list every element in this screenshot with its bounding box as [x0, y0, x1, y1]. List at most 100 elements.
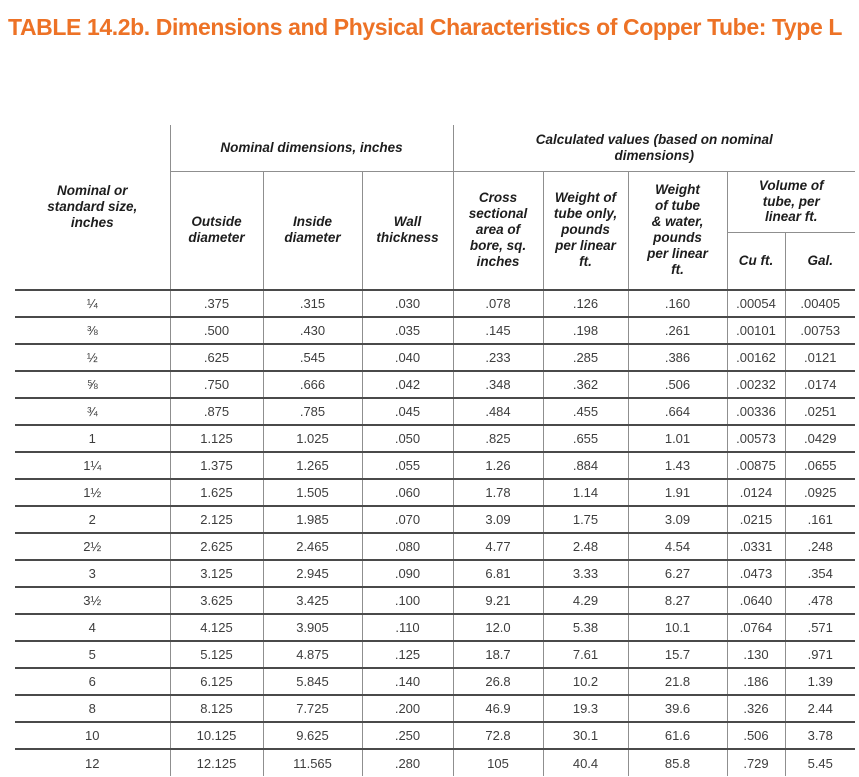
table-row: 4 4.125 3.905.110 12.0 5.38 10.1.0764.571 [15, 614, 856, 641]
value-cell: .666 [262, 371, 362, 398]
header-weight-tube-water: Weight of tube & water, pounds per linea… [627, 171, 727, 290]
nominal-size-cell: ⅝ [86, 377, 98, 392]
value-cell: 1.01 [627, 425, 727, 452]
value-cell: .161 [784, 506, 856, 533]
value-cell: 85.8 [627, 749, 727, 776]
value-cell: .090 [361, 560, 453, 587]
value-cell: 12.125 [169, 749, 263, 776]
nominal-size-cell: 6 [88, 674, 96, 689]
value-cell: .729 [726, 749, 785, 776]
value-cell: 18.7 [452, 641, 543, 668]
nominal-size-cell: 1 [88, 431, 96, 446]
value-cell: 15.7 [627, 641, 727, 668]
header-volume-of-tube: Volume of tube, per linear ft. [726, 171, 856, 233]
value-cell: 3.425 [262, 587, 362, 614]
table-row: ⅝ .750.666.042.348.362.506.00232.0174 [15, 371, 856, 398]
table-row: 12 12.125 11.565.280 105 40.4 85.8.729 5.45 [15, 749, 856, 776]
header-gal: Gal. [784, 232, 856, 290]
value-cell: 105 [452, 749, 543, 776]
table-header: Nominal or standard size, inches Nominal… [15, 125, 856, 290]
value-cell: .280 [361, 749, 453, 776]
value-cell: 21.8 [627, 668, 727, 695]
table-row: 3 3.125 2.945.090 6.81 3.33 6.27.0473.354 [15, 560, 856, 587]
value-cell: .0215 [726, 506, 785, 533]
value-cell: .506 [726, 722, 785, 749]
value-cell: .055 [361, 452, 453, 479]
value-cell: 1.375 [169, 452, 263, 479]
table-row: 3½ 3.625 3.425.100 9.21 4.29 8.27.0640.478 [15, 587, 856, 614]
header-nominal-size: Nominal or standard size, inches [47, 183, 138, 230]
header-group-calculated-values: Calculated values (based on nominal dime… [452, 125, 856, 172]
value-cell: .0121 [784, 344, 856, 371]
value-cell: 30.1 [542, 722, 628, 749]
value-cell: .362 [542, 371, 628, 398]
value-cell: 1.26 [452, 452, 543, 479]
value-cell: 6.81 [452, 560, 543, 587]
value-cell: 72.8 [452, 722, 543, 749]
value-cell: 3.33 [542, 560, 628, 587]
value-cell: .0124 [726, 479, 785, 506]
value-cell: .664 [627, 398, 727, 425]
table-row: 1 1.125 1.025.050.825.655 1.01.00573.0429 [15, 425, 856, 452]
value-cell: .130 [726, 641, 785, 668]
value-cell: 1.39 [784, 668, 856, 695]
value-cell: .070 [361, 506, 453, 533]
value-cell: .455 [542, 398, 628, 425]
value-cell: 2.44 [784, 695, 856, 722]
nominal-size-cell: ⅜ [86, 323, 98, 338]
nominal-size-cell: 4 [88, 620, 96, 635]
value-cell: .00162 [726, 344, 785, 371]
value-cell: 10.125 [169, 722, 263, 749]
value-cell: 1.025 [262, 425, 362, 452]
value-cell: 1.625 [169, 479, 263, 506]
value-cell: 10.1 [627, 614, 727, 641]
value-cell: 10.2 [542, 668, 628, 695]
value-cell: 4.125 [169, 614, 263, 641]
value-cell: .506 [627, 371, 727, 398]
value-cell: .042 [361, 371, 453, 398]
nominal-size-cell: ¾ [86, 404, 98, 419]
value-cell: .545 [262, 344, 362, 371]
table-row: ⅜ .500.430.035.145.198.261.00101.00753 [15, 317, 856, 344]
nominal-size-cell: 2½ [83, 539, 102, 554]
value-cell: .484 [452, 398, 543, 425]
value-cell: .0764 [726, 614, 785, 641]
table-row: 2½ 2.625 2.465.080 4.77 2.48 4.54.0331.248 [15, 533, 856, 560]
header-outside-diameter: Outside diameter [169, 171, 263, 290]
value-cell: 19.3 [542, 695, 628, 722]
value-cell: .080 [361, 533, 453, 560]
value-cell: 7.725 [262, 695, 362, 722]
nominal-size-cell: 5 [88, 647, 96, 662]
value-cell: .326 [726, 695, 785, 722]
value-cell: .030 [361, 290, 453, 317]
value-cell: 2.625 [169, 533, 263, 560]
value-cell: 8.125 [169, 695, 263, 722]
value-cell: .0655 [784, 452, 856, 479]
value-cell: 1.985 [262, 506, 362, 533]
value-cell: 3.125 [169, 560, 263, 587]
value-cell: 2.48 [542, 533, 628, 560]
value-cell: 9.21 [452, 587, 543, 614]
value-cell: .0174 [784, 371, 856, 398]
value-cell: .035 [361, 317, 453, 344]
value-cell: 5.845 [262, 668, 362, 695]
value-cell: 1.505 [262, 479, 362, 506]
value-cell: .145 [452, 317, 543, 344]
value-cell: .750 [169, 371, 263, 398]
nominal-size-cell: 10 [85, 728, 100, 743]
nominal-size-cell: ½ [86, 350, 98, 365]
nominal-size-cell: ¼ [86, 296, 98, 311]
value-cell: 40.4 [542, 749, 628, 776]
value-cell: 5.45 [784, 749, 856, 776]
value-cell: .315 [262, 290, 362, 317]
value-cell: 3.09 [627, 506, 727, 533]
value-cell: .0331 [726, 533, 785, 560]
value-cell: .348 [452, 371, 543, 398]
table-row: ¼ .375.315.030.078.126.160.00054.00405 [15, 290, 856, 317]
value-cell: .00054 [726, 290, 785, 317]
value-cell: 1.78 [452, 479, 543, 506]
value-cell: 3.905 [262, 614, 362, 641]
nominal-size-cell: 1¼ [83, 458, 102, 473]
header-weight-tube-only: Weight of tube only, pounds per linear f… [542, 171, 628, 290]
value-cell: 1.75 [542, 506, 628, 533]
